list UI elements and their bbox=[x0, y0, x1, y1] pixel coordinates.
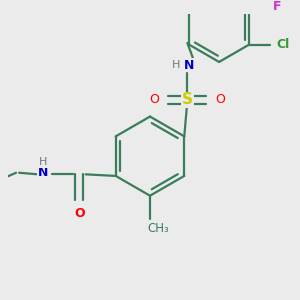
Text: H: H bbox=[39, 157, 47, 167]
Text: N: N bbox=[38, 166, 48, 179]
Text: O: O bbox=[149, 93, 159, 106]
Text: O: O bbox=[216, 93, 226, 106]
Text: CH₃: CH₃ bbox=[147, 222, 169, 235]
Text: H: H bbox=[172, 60, 181, 70]
Text: S: S bbox=[182, 92, 193, 107]
Text: O: O bbox=[74, 207, 85, 220]
Text: F: F bbox=[273, 0, 281, 13]
Text: Cl: Cl bbox=[276, 38, 289, 51]
Text: N: N bbox=[184, 58, 194, 72]
